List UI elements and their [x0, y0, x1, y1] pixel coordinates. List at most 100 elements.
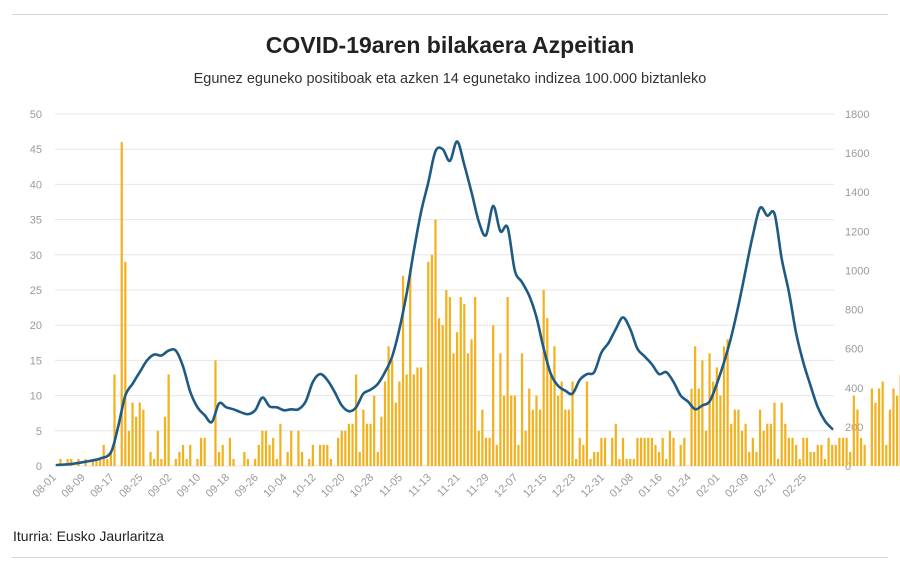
daily-positives-bar	[813, 451, 816, 466]
daily-positives-bar	[322, 444, 325, 466]
daily-positives-bar	[459, 297, 462, 466]
daily-positives-bar	[398, 381, 401, 466]
daily-positives-bar	[463, 304, 466, 466]
daily-positives-bar	[571, 381, 574, 466]
daily-positives-bar	[499, 353, 502, 466]
daily-positives-bar	[726, 339, 729, 466]
x-tick-label: 08-17	[88, 472, 116, 500]
daily-positives-bar	[755, 451, 758, 466]
daily-positives-bar	[748, 451, 751, 466]
left-tick-label: 25	[30, 285, 42, 297]
daily-positives-bar	[127, 430, 131, 466]
daily-positives-bar	[477, 430, 480, 466]
x-tick-label: 09-02	[146, 472, 174, 500]
daily-positives-bar	[351, 423, 354, 466]
daily-positives-bar	[268, 444, 271, 466]
daily-positives-bar	[91, 458, 94, 466]
right-tick-label: 0	[845, 461, 851, 473]
daily-positives-bar	[621, 437, 625, 466]
daily-positives-bar	[859, 437, 863, 466]
daily-positives-bar	[589, 458, 592, 466]
daily-positives-bar	[362, 409, 365, 466]
daily-positives-bar	[780, 402, 783, 466]
x-tick-label: 02-17	[752, 472, 780, 500]
daily-positives-bar	[740, 430, 744, 466]
daily-positives-bar	[730, 423, 733, 466]
daily-positives-bar	[394, 402, 397, 466]
daily-positives-bar	[445, 290, 448, 466]
left-tick-label: 20	[30, 320, 42, 332]
daily-positives-bar	[629, 458, 632, 466]
daily-positives-bar	[701, 360, 704, 466]
daily-positives-bar	[762, 430, 765, 466]
x-tick-label: 11-21	[435, 472, 463, 500]
daily-positives-bar	[690, 388, 693, 466]
daily-positives-bar	[311, 444, 314, 466]
daily-positives-bar	[784, 423, 787, 466]
x-tick-label: 12-15	[521, 472, 549, 500]
daily-positives-bar	[722, 346, 726, 466]
daily-positives-bar	[149, 451, 152, 466]
daily-positives-bar	[744, 423, 747, 466]
daily-positives-bar	[593, 451, 596, 466]
daily-positives-bar	[802, 437, 805, 466]
daily-positives-bar	[773, 402, 776, 466]
daily-positives-bar	[246, 458, 250, 466]
daily-positives-bar	[654, 444, 657, 466]
daily-positives-bar	[575, 458, 578, 466]
daily-positives-bar	[895, 395, 899, 466]
daily-positives-bar	[553, 346, 556, 466]
daily-positives-bar	[297, 430, 300, 466]
chart-title: COVID-19aren bilakaera Azpeitian	[265, 32, 635, 58]
daily-positives-bar	[712, 381, 715, 466]
daily-positives-bar	[704, 430, 708, 466]
daily-positives-bar	[452, 353, 455, 466]
daily-positives-bar	[484, 437, 488, 466]
daily-positives-bar	[647, 437, 650, 466]
daily-positives-bar	[513, 395, 516, 466]
daily-positives-bar	[665, 458, 668, 466]
x-tick-label: 08-09	[59, 472, 87, 500]
right-tick-label: 1000	[845, 265, 869, 277]
daily-positives-bar	[578, 437, 581, 466]
daily-positives-bar	[153, 458, 156, 466]
x-tick-label: 10-28	[348, 472, 376, 500]
daily-positives-bar	[546, 318, 549, 466]
daily-positives-bar	[564, 409, 567, 466]
daily-positives-bar	[196, 458, 199, 466]
daily-positives-bar	[849, 451, 852, 466]
daily-positives-bar	[113, 374, 116, 466]
daily-positives-bar	[474, 297, 477, 466]
x-axis: 08-01 08-09 08-17 08-25 09-02 09-10 09-18 09-26…	[31, 472, 810, 500]
daily-positives-bar	[174, 458, 177, 466]
left-tick-label: 40	[30, 179, 42, 191]
daily-positives-bar	[888, 409, 892, 466]
daily-positives-bar	[199, 437, 203, 466]
daily-positives-bar	[181, 444, 185, 466]
x-tick-label: 09-26	[233, 472, 261, 500]
daily-positives-bar	[614, 423, 617, 466]
x-tick-label: 02-09	[723, 472, 751, 500]
daily-positives-bar	[217, 451, 221, 466]
daily-positives-bar	[845, 437, 848, 466]
daily-positives-bar	[510, 395, 513, 466]
left-tick-label: 45	[30, 144, 42, 156]
daily-positives-bar	[596, 451, 599, 466]
x-tick-label: 12-07	[492, 472, 520, 500]
daily-positives-bar	[290, 430, 293, 466]
x-tick-label: 02-25	[781, 472, 809, 500]
daily-positives-bar	[344, 430, 347, 466]
daily-positives-bar	[697, 388, 700, 466]
right-tick-label: 1800	[845, 109, 869, 121]
daily-positives-bar	[160, 458, 163, 466]
daily-positives-bar	[538, 409, 542, 466]
daily-positives-bar	[776, 458, 780, 466]
x-tick-label: 02-01	[694, 472, 722, 500]
left-tick-label: 50	[30, 109, 42, 121]
daily-positives-bar	[416, 367, 419, 466]
x-tick-label: 08-01	[31, 472, 59, 500]
left-tick-label: 0	[36, 461, 42, 473]
x-tick-label: 10-20	[319, 472, 347, 500]
daily-positives-bar	[863, 444, 866, 466]
daily-positives-bar	[142, 409, 145, 466]
